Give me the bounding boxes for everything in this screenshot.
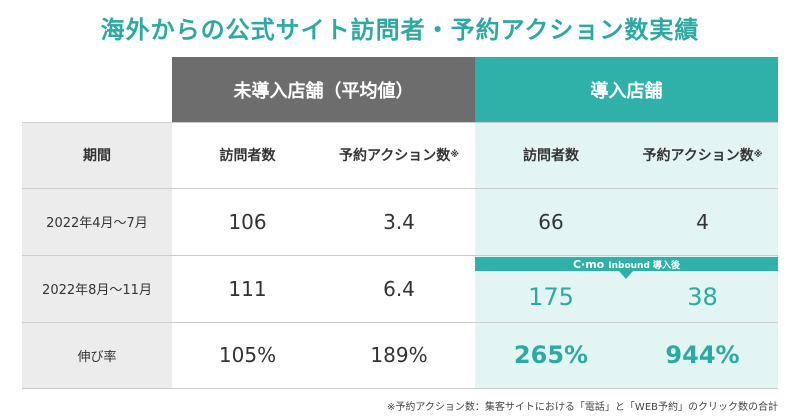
group-header: 未導入店舗（平均値）: [172, 57, 475, 122]
value-cell: 105%: [218, 343, 277, 367]
period-cell: 2022年4月～7月: [46, 216, 148, 231]
banner: C·mo Inbound 導入後: [475, 257, 778, 271]
row-line: [22, 322, 778, 323]
value-cell: 111: [228, 276, 267, 301]
row-line: [22, 188, 778, 189]
value-cell: 265%: [513, 341, 589, 369]
value-cell: 66: [538, 209, 564, 234]
banner-logo: C·mo: [572, 257, 605, 271]
value-cell: 175: [528, 282, 574, 311]
note-mark: ※: [753, 150, 763, 160]
row-line: [22, 388, 778, 389]
column-header: 予約アクション数 ※: [323, 122, 475, 188]
value-cell: 944%: [665, 341, 740, 369]
period-header: 期間: [83, 148, 111, 164]
value-cell: 4: [696, 209, 709, 234]
row-line: [22, 255, 778, 256]
column-header: 予約アクション数 ※: [627, 122, 778, 188]
column-header: 訪問者数: [172, 122, 323, 188]
period-cell: 2022年8月～11月: [42, 283, 152, 298]
footnote: ※予約アクション数：集客サイトにおける「電話」と「WEB予約」のクリック数の合計: [387, 401, 778, 413]
note-mark: ※: [450, 150, 460, 160]
period-cell: 伸び率: [77, 349, 117, 365]
column-label: 訪問者数: [523, 148, 579, 164]
group-header: 導入店舗: [475, 57, 778, 122]
column-label: 訪問者数: [219, 148, 276, 164]
title: 海外からの公式サイト訪問者・予約アクション数実績: [100, 15, 700, 44]
banner-text: Inbound 導入後: [608, 260, 681, 271]
banner-pointer: [619, 271, 633, 279]
column-label: 予約アクション数: [338, 148, 451, 164]
value-cell: 38: [687, 282, 718, 311]
column-header: 訪問者数: [475, 122, 627, 188]
value-cell: 3.4: [383, 209, 415, 234]
row-line: [22, 122, 778, 123]
value-cell: 189%: [370, 343, 428, 367]
value-cell: 106: [228, 209, 267, 234]
value-cell: 6.4: [383, 276, 415, 301]
column-label: 予約アクション数: [642, 148, 754, 164]
